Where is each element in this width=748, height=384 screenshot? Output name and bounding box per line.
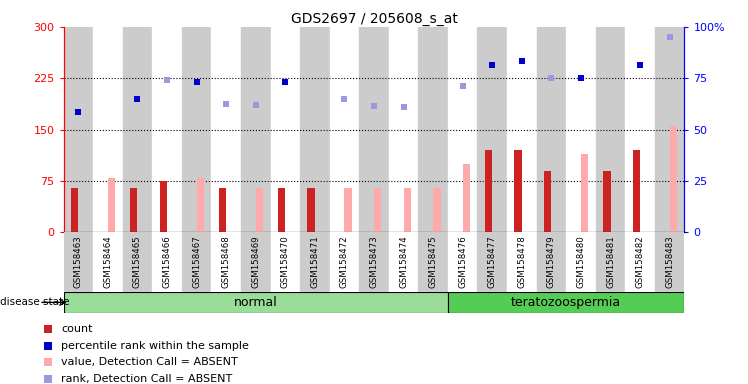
Bar [625, 232, 654, 292]
Bar [241, 27, 271, 232]
Text: GSM158471: GSM158471 [310, 235, 319, 288]
Bar [197, 177, 204, 232]
Text: GSM158465: GSM158465 [133, 235, 142, 288]
Bar [389, 232, 418, 292]
Text: GSM158479: GSM158479 [547, 235, 556, 288]
Bar [595, 232, 625, 292]
Bar [344, 188, 352, 232]
Bar [153, 232, 182, 292]
Bar [108, 177, 115, 232]
Bar [212, 232, 241, 292]
Bar [94, 232, 123, 292]
Bar [536, 27, 566, 232]
Bar [359, 232, 389, 292]
Bar [485, 150, 492, 232]
Text: GSM158483: GSM158483 [665, 235, 674, 288]
Text: GSM158474: GSM158474 [399, 235, 408, 288]
Bar [64, 292, 448, 313]
Text: percentile rank within the sample: percentile rank within the sample [61, 341, 249, 351]
Text: GSM158468: GSM158468 [221, 235, 230, 288]
Bar [633, 150, 640, 232]
Bar [515, 150, 522, 232]
Bar [389, 27, 418, 232]
Bar [241, 232, 271, 292]
Bar [330, 232, 359, 292]
Text: normal: normal [234, 296, 278, 309]
Bar [433, 188, 441, 232]
Bar [71, 188, 79, 232]
Bar [300, 232, 330, 292]
Text: GSM158464: GSM158464 [103, 235, 112, 288]
Text: GSM158473: GSM158473 [370, 235, 378, 288]
Bar [654, 27, 684, 232]
Bar [418, 27, 448, 232]
Text: GSM158478: GSM158478 [518, 235, 527, 288]
Bar [507, 232, 536, 292]
Text: GSM158477: GSM158477 [488, 235, 497, 288]
Text: GSM158472: GSM158472 [340, 235, 349, 288]
Text: GSM158482: GSM158482 [636, 235, 645, 288]
Bar [595, 27, 625, 232]
Text: GSM158480: GSM158480 [577, 235, 586, 288]
Bar [330, 27, 359, 232]
Text: GSM158466: GSM158466 [162, 235, 171, 288]
Text: GSM158481: GSM158481 [606, 235, 615, 288]
Bar [212, 27, 241, 232]
Text: GSM158470: GSM158470 [280, 235, 289, 288]
Bar [448, 27, 477, 232]
Bar [544, 170, 551, 232]
Bar [566, 232, 595, 292]
Text: GSM158467: GSM158467 [192, 235, 201, 288]
Text: GSM158463: GSM158463 [74, 235, 83, 288]
Text: disease state: disease state [0, 297, 70, 308]
Bar [477, 232, 507, 292]
Bar [159, 181, 167, 232]
Bar [418, 232, 448, 292]
Bar [130, 188, 138, 232]
Bar [182, 232, 212, 292]
Text: rank, Detection Call = ABSENT: rank, Detection Call = ABSENT [61, 374, 233, 384]
Bar [64, 27, 94, 232]
Bar [271, 232, 300, 292]
Bar [536, 232, 566, 292]
Text: teratozoospermia: teratozoospermia [511, 296, 622, 309]
Bar [153, 27, 182, 232]
Bar [603, 170, 610, 232]
Bar [625, 27, 654, 232]
Bar [64, 232, 94, 292]
Bar [507, 27, 536, 232]
Bar [271, 27, 300, 232]
Text: GSM158469: GSM158469 [251, 235, 260, 288]
Bar [307, 188, 315, 232]
Bar [278, 188, 285, 232]
Bar [123, 27, 153, 232]
Bar [300, 27, 330, 232]
Title: GDS2697 / 205608_s_at: GDS2697 / 205608_s_at [290, 12, 458, 26]
Bar [477, 27, 507, 232]
Bar [463, 164, 470, 232]
Bar [182, 27, 212, 232]
Bar [448, 292, 684, 313]
Bar [218, 188, 226, 232]
Bar [404, 188, 411, 232]
Text: value, Detection Call = ABSENT: value, Detection Call = ABSENT [61, 358, 238, 367]
Bar [566, 27, 595, 232]
Bar [94, 27, 123, 232]
Text: count: count [61, 324, 93, 334]
Bar [669, 126, 677, 232]
Bar [654, 232, 684, 292]
Bar [256, 188, 263, 232]
Bar [123, 232, 153, 292]
Bar [448, 232, 477, 292]
Bar [374, 188, 381, 232]
Bar [359, 27, 389, 232]
Text: GSM158476: GSM158476 [459, 235, 468, 288]
Bar [581, 154, 589, 232]
Text: GSM158475: GSM158475 [429, 235, 438, 288]
